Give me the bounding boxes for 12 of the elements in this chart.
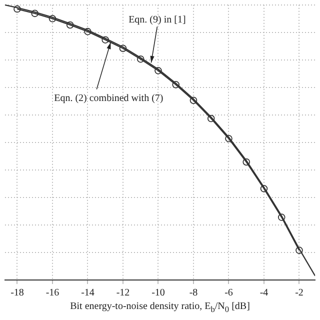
x-tick-label: -18 — [10, 288, 24, 299]
x-tick-label: -6 — [224, 288, 233, 299]
x-tick-label: -16 — [46, 288, 60, 299]
x-tick-label: -4 — [260, 288, 268, 299]
x-tick-label: -8 — [189, 288, 198, 299]
x-tick-label: -2 — [295, 288, 304, 299]
annotation: Eqn. (9) in [1] — [128, 14, 186, 26]
x-tick-label: -14 — [81, 288, 94, 299]
annotation: Eqn. (2) combined with (7) — [54, 92, 164, 104]
x-tick-label: -12 — [116, 288, 130, 299]
x-axis-title: Bit energy-to-noise density ratio, E$_{b}$/N$_{0}$ [dB] — [69, 300, 251, 316]
x-tick-label: -10 — [152, 288, 165, 299]
